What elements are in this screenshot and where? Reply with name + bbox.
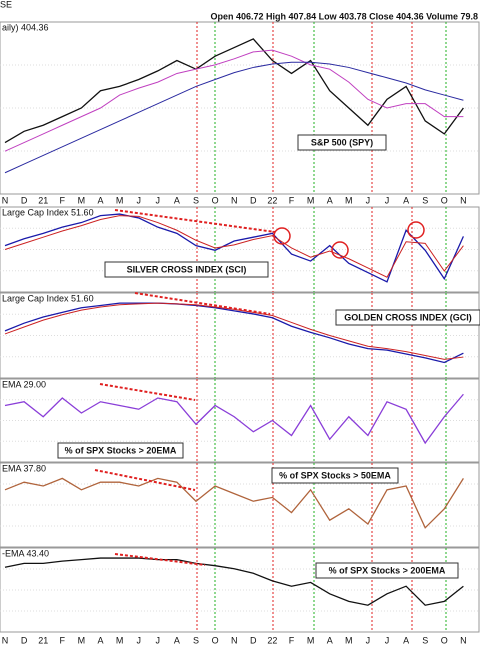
series-line xyxy=(4,213,464,283)
x-tick-label: A xyxy=(97,635,103,645)
panel xyxy=(0,21,480,195)
panel xyxy=(0,547,480,633)
x-tick-label: N xyxy=(460,635,467,645)
x-tick-label: A xyxy=(327,635,333,645)
series-line xyxy=(4,61,464,174)
x-tick-label: M xyxy=(116,635,124,645)
trend-line xyxy=(134,292,271,315)
annotation: S&P 500 (SPY) xyxy=(311,137,373,147)
series-line xyxy=(4,302,464,364)
trend-line xyxy=(114,553,206,566)
x-tick-label: D xyxy=(21,635,28,645)
x-tick-label: J xyxy=(366,635,371,645)
panel xyxy=(0,378,480,463)
annotation: SILVER CROSS INDEX (SCI) xyxy=(127,264,247,274)
x-tick-label: F xyxy=(60,635,66,645)
x-tick-label: J xyxy=(385,635,390,645)
annotation: % of SPX Stocks > 20EMA xyxy=(65,445,177,455)
x-tick-label: N xyxy=(231,195,238,205)
x-tick-label: 22 xyxy=(267,195,277,205)
x-tick-label: O xyxy=(441,195,448,205)
x-tick-label: F xyxy=(289,635,295,645)
x-tick-label: S xyxy=(422,635,428,645)
x-tick-label: D xyxy=(21,195,28,205)
quote: Open 406.72 High 407.84 Low 403.78 Close… xyxy=(211,11,478,21)
x-tick-label: J xyxy=(136,635,141,645)
x-tick-label: J xyxy=(156,635,161,645)
series-line xyxy=(4,477,464,529)
series-line xyxy=(4,49,464,152)
x-tick-label: M xyxy=(345,195,353,205)
x-tick-label: M xyxy=(78,635,86,645)
x-tick-label: F xyxy=(289,195,295,205)
annotation: % of SPX Stocks > 50EMA xyxy=(279,470,391,480)
highlight-circle xyxy=(407,221,425,239)
x-tick-label: S xyxy=(193,635,199,645)
x-tick-label: D xyxy=(250,635,257,645)
x-tick-label: A xyxy=(403,195,409,205)
annotation-box xyxy=(271,467,399,484)
x-tick-label: A xyxy=(174,195,180,205)
x-tick-label: S xyxy=(193,195,199,205)
panel xyxy=(0,206,480,293)
panel xyxy=(0,462,480,548)
x-tick-label: J xyxy=(136,195,141,205)
annotation-box xyxy=(104,261,269,278)
x-tick-label: 21 xyxy=(38,195,48,205)
series-line xyxy=(4,215,464,278)
annotation-box xyxy=(297,134,387,151)
x-tick-label: A xyxy=(97,195,103,205)
exchange: SE xyxy=(0,0,12,9)
panel-title: Large Cap Index 51.60 xyxy=(2,207,94,217)
annotation-box xyxy=(57,442,184,459)
x-tick-label: S xyxy=(422,195,428,205)
panel-title: Large Cap Index 51.60 xyxy=(2,293,94,303)
series-line xyxy=(4,38,464,144)
panel-title: aily) 404.36 xyxy=(2,22,49,32)
x-tick-label: 22 xyxy=(267,635,277,645)
x-tick-label: M xyxy=(345,635,353,645)
annotation-box xyxy=(335,309,480,326)
x-tick-label: M xyxy=(78,195,86,205)
x-tick-label: N xyxy=(2,635,9,645)
x-tick-label: N xyxy=(2,195,9,205)
trend-line xyxy=(114,209,276,233)
x-tick-label: M xyxy=(116,195,124,205)
x-tick-label: D xyxy=(250,195,257,205)
annotation: % of SPX Stocks > 200EMA xyxy=(329,565,446,575)
highlight-circle xyxy=(273,227,291,245)
panel-title: EMA 29.00 xyxy=(2,379,46,389)
panel xyxy=(0,292,480,379)
annotation-box xyxy=(315,562,459,579)
panel-title: EMA 37.80 xyxy=(2,463,46,473)
series-line xyxy=(4,557,464,606)
x-tick-label: M xyxy=(307,635,315,645)
x-tick-label: F xyxy=(60,195,66,205)
x-tick-label: A xyxy=(327,195,333,205)
trend-line xyxy=(94,469,196,491)
x-tick-label: J xyxy=(385,195,390,205)
x-tick-label: O xyxy=(212,635,219,645)
x-tick-label: 21 xyxy=(38,635,48,645)
x-tick-label: O xyxy=(212,195,219,205)
x-tick-label: J xyxy=(156,195,161,205)
x-tick-label: A xyxy=(403,635,409,645)
x-tick-label: N xyxy=(460,195,467,205)
trend-line xyxy=(99,383,196,401)
annotation: GOLDEN CROSS INDEX (GCI) xyxy=(344,312,472,322)
panel-title: -EMA 43.40 xyxy=(2,548,49,558)
x-tick-label: J xyxy=(366,195,371,205)
x-tick-label: M xyxy=(307,195,315,205)
highlight-circle xyxy=(331,241,349,259)
x-tick-label: N xyxy=(231,635,238,645)
x-tick-label: A xyxy=(174,635,180,645)
series-line xyxy=(4,393,464,445)
x-tick-label: O xyxy=(441,635,448,645)
